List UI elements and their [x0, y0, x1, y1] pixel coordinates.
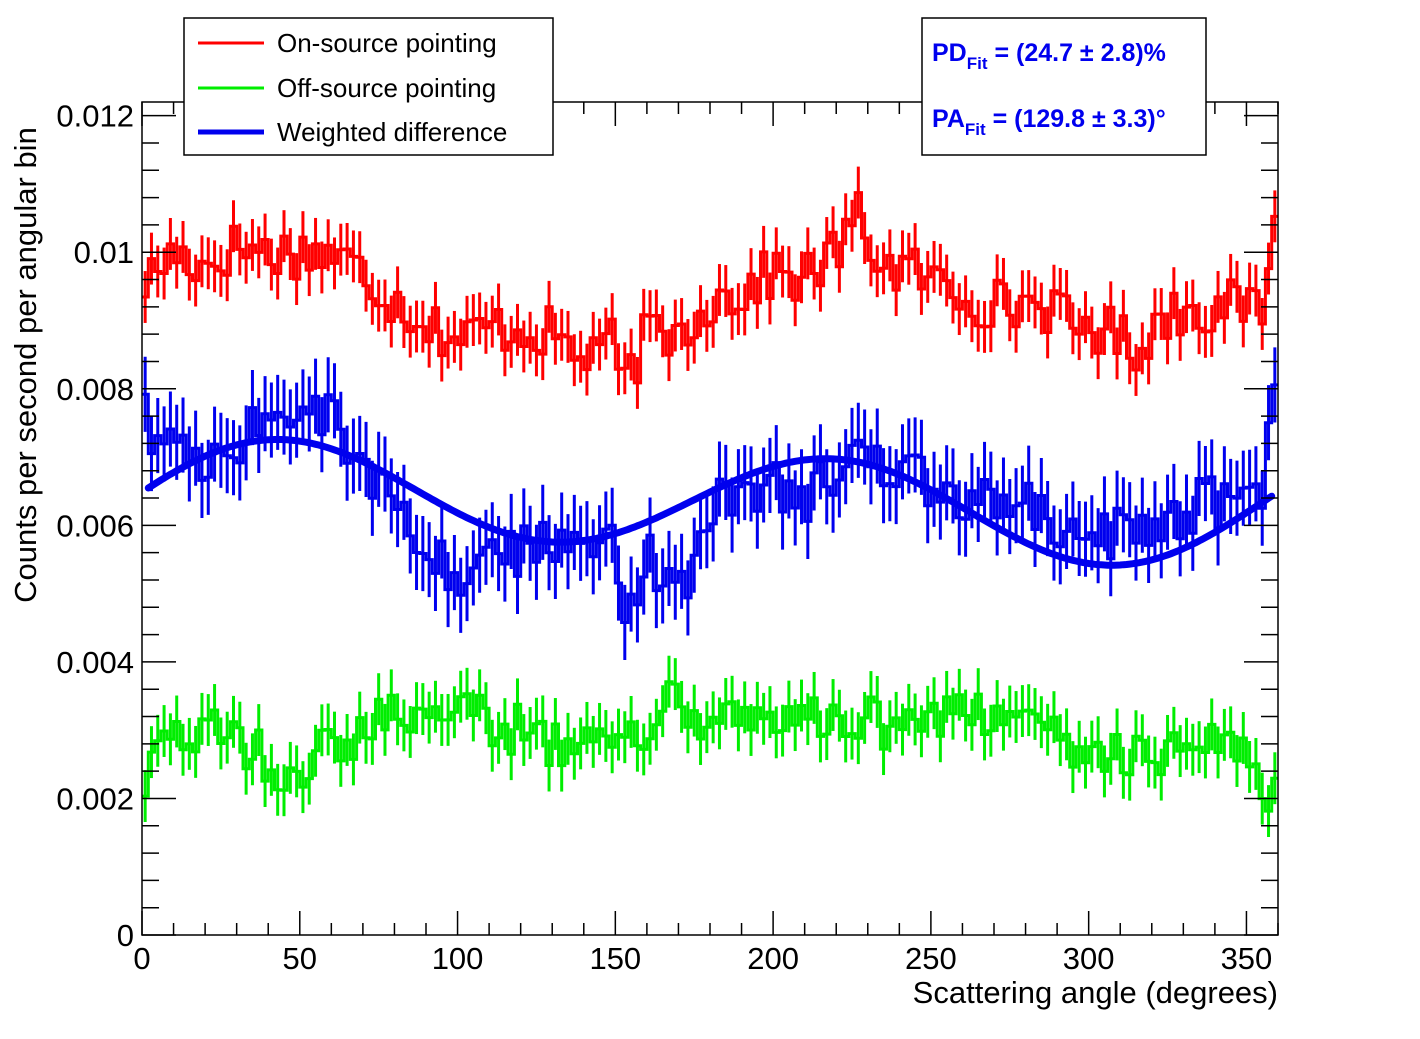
- y-tick-label: 0.01: [74, 235, 134, 270]
- y-axis: 0 0.002 0.004 0.006 0.008 0.01 0.012: [56, 99, 1278, 953]
- y-tick-label: 0.004: [56, 645, 134, 680]
- fit-result-pd: PDFit = (24.7 ± 2.8)%: [932, 39, 1166, 73]
- y-tick-label: 0.006: [56, 508, 134, 543]
- fit-results-frame: [921, 17, 1207, 156]
- x-tick-label: 250: [905, 941, 957, 976]
- fit-result-pa-value: = (129.8 ± 3.3)°: [986, 105, 1166, 133]
- fit-result-pa: PAFit = (129.8 ± 3.3)°: [932, 105, 1166, 139]
- fit-curve: [144, 436, 1276, 569]
- x-tick-label: 300: [1063, 941, 1115, 976]
- x-axis: 0 50 100 150 200 250 300 350: [133, 102, 1279, 976]
- fit-results-box: PDFit = (24.7 ± 2.8)% PAFit = (129.8 ± 3…: [921, 17, 1207, 156]
- histogram-step: [142, 191, 1278, 385]
- series-off-source-pointing: [142, 655, 1278, 838]
- fit-result-pd-sub: Fit: [967, 54, 988, 73]
- series-weighted-difference: [142, 347, 1278, 661]
- legend-label-off-source: Off-source pointing: [277, 73, 496, 103]
- histogram-step: [142, 680, 1278, 813]
- fit-result-pa-sub: Fit: [965, 120, 986, 139]
- y-tick-label: 0.012: [56, 99, 134, 134]
- x-tick-label: 150: [589, 941, 641, 976]
- y-tick-label: 0.002: [56, 781, 134, 816]
- legend-label-on-source: On-source pointing: [277, 28, 497, 58]
- legend-label-weighted-difference: Weighted difference: [277, 117, 507, 147]
- x-tick-label: 350: [1221, 941, 1273, 976]
- x-tick-label: 50: [283, 941, 317, 976]
- fit-result-pd-main: PD: [932, 39, 967, 67]
- y-tick-label: 0: [117, 918, 134, 953]
- histogram-step: [142, 383, 1278, 624]
- x-axis-label: Scattering angle (degrees): [913, 975, 1278, 1010]
- series-on-source-pointing: [142, 166, 1278, 409]
- y-axis-label: Counts per second per angular bin: [8, 127, 43, 603]
- x-tick-label: 200: [747, 941, 799, 976]
- x-tick-label: 0: [133, 941, 150, 976]
- plot-layer: [142, 166, 1278, 838]
- fit-result-pa-main: PA: [932, 105, 965, 133]
- legend: On-source pointing Off-source pointing W…: [183, 17, 554, 156]
- x-tick-label: 100: [432, 941, 484, 976]
- fit-result-pd-value: = (24.7 ± 2.8)%: [988, 39, 1166, 67]
- y-tick-label: 0.008: [56, 372, 134, 407]
